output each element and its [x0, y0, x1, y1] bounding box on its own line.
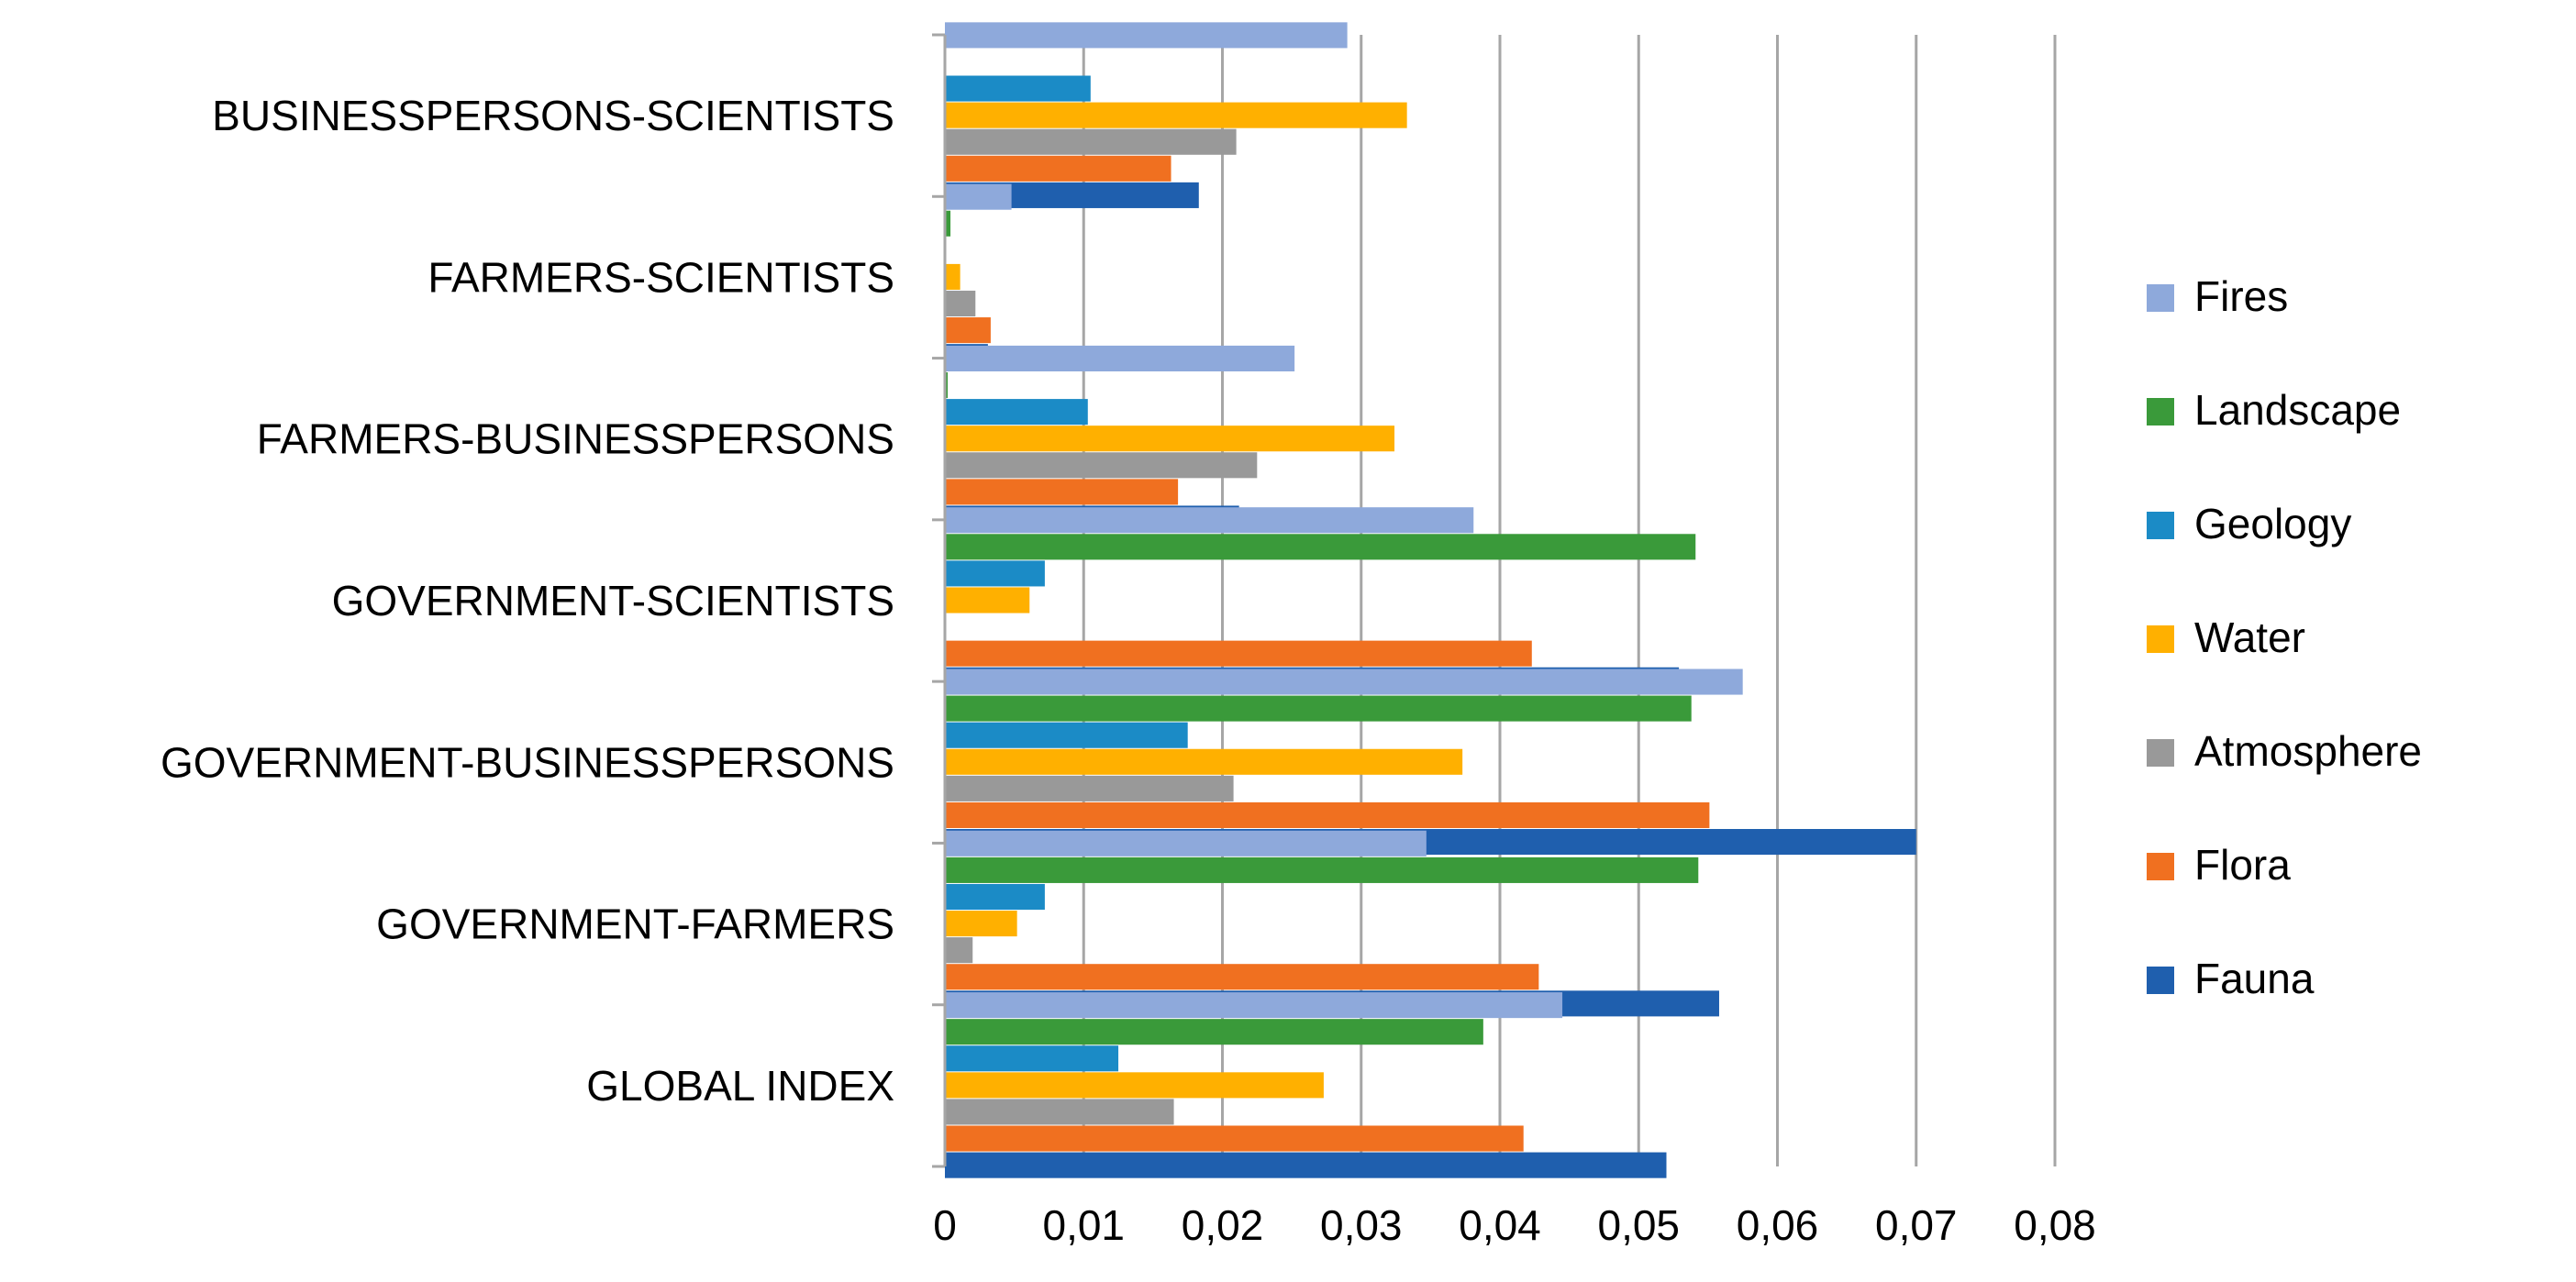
x-tick-label: 0,05 — [1597, 1201, 1680, 1249]
bar-fires-farmers-businesspersons — [945, 345, 1295, 371]
bar-fires-farmers-scientists — [945, 183, 1012, 210]
bar-flora-global-index — [945, 1125, 1524, 1152]
legend-swatch-water — [2147, 625, 2174, 653]
category-label-global-index: GLOBAL INDEX — [586, 1062, 894, 1110]
bar-flora-businesspersons-scientists — [945, 155, 1171, 182]
bar-geology-government-farmers — [945, 883, 1045, 911]
legend-label-geology: Geology — [2194, 500, 2351, 547]
bar-atmosphere-businesspersons-scientists — [945, 128, 1237, 155]
legend-swatch-flora — [2147, 853, 2174, 880]
category-label-government-farmers: GOVERNMENT-FARMERS — [376, 901, 894, 948]
x-tick-label: 0,01 — [1042, 1201, 1125, 1249]
bar-fires-government-scientists — [945, 507, 1474, 534]
bar-fauna-global-index — [945, 1152, 1667, 1178]
x-tick-label: 0,06 — [1737, 1201, 1819, 1249]
bar-water-global-index — [945, 1072, 1324, 1099]
legend-label-water: Water — [2194, 613, 2305, 661]
bar-geology-government-scientists — [945, 560, 1045, 587]
category-label-farmers-scientists: FARMERS-SCIENTISTS — [427, 253, 894, 301]
legend-swatch-fauna — [2147, 967, 2174, 994]
legend: Fires Landscape Geology Water Atmosphere Flor… — [2147, 272, 2422, 1002]
bar-geology-government-businesspersons — [945, 722, 1188, 748]
bar-water-farmers-scientists — [945, 263, 960, 290]
bar-atmosphere-farmers-businesspersons — [945, 452, 1258, 479]
bar-flora-farmers-scientists — [945, 317, 991, 344]
bar-landscape-government-scientists — [945, 534, 1696, 560]
legend-swatch-landscape — [2147, 398, 2174, 425]
bar-geology-farmers-businesspersons — [945, 399, 1088, 425]
bar-water-farmers-businesspersons — [945, 425, 1395, 452]
x-tick-label: 0,07 — [1875, 1201, 1958, 1249]
x-tick-label: 0,02 — [1182, 1201, 1264, 1249]
bar-fires-businesspersons-scientists — [945, 22, 1348, 49]
bar-water-government-farmers — [945, 911, 1017, 937]
bar-atmosphere-global-index — [945, 1099, 1174, 1125]
bar-geology-global-index — [945, 1045, 1119, 1072]
bar-atmosphere-government-businesspersons — [945, 775, 1234, 801]
bar-flora-government-businesspersons — [945, 801, 1710, 829]
x-tick-label: 0,03 — [1320, 1201, 1403, 1249]
legend-swatch-fires — [2147, 284, 2174, 312]
grid-lines — [1082, 35, 2057, 1166]
bar-landscape-farmers-scientists — [945, 210, 951, 237]
bar-atmosphere-farmers-scientists — [945, 290, 976, 317]
bar-fires-global-index — [945, 992, 1563, 1019]
bar-landscape-government-farmers — [945, 857, 1699, 883]
category-label-businesspersons-scientists: BUSINESSPERSONS-SCIENTISTS — [212, 92, 894, 139]
legend-swatch-geology — [2147, 512, 2174, 539]
legend-label-flora: Flora — [2194, 841, 2291, 889]
legend-swatch-atmosphere — [2147, 739, 2174, 767]
legend-label-landscape: Landscape — [2194, 386, 2401, 434]
bar-landscape-government-businesspersons — [945, 695, 1692, 722]
bar-landscape-farmers-businesspersons — [945, 371, 949, 399]
x-tick-label: 0,04 — [1459, 1201, 1541, 1249]
bar-flora-government-farmers — [945, 964, 1539, 990]
bar-fires-government-businesspersons — [945, 669, 1743, 695]
bar-water-government-businesspersons — [945, 748, 1463, 775]
bar-flora-farmers-businesspersons — [945, 479, 1179, 505]
bar-water-businesspersons-scientists — [945, 102, 1407, 128]
bar-atmosphere-government-farmers — [945, 937, 973, 964]
legend-label-fires: Fires — [2194, 272, 2288, 320]
bar-water-government-scientists — [945, 587, 1030, 613]
bar-fires-government-farmers — [945, 830, 1427, 857]
legend-label-atmosphere: Atmosphere — [2194, 727, 2422, 775]
bar-landscape-global-index — [945, 1019, 1483, 1045]
category-label-government-businesspersons: GOVERNMENT-BUSINESSPERSONS — [161, 738, 894, 786]
x-tick-label: 0,08 — [2014, 1201, 2096, 1249]
x-tick-label: 0 — [933, 1201, 957, 1249]
category-label-government-scientists: GOVERNMENT-SCIENTISTS — [332, 577, 894, 624]
legend-label-fauna: Fauna — [2194, 955, 2315, 1002]
category-axis-ticks — [932, 33, 945, 1168]
category-labels: BUSINESSPERSONS-SCIENTISTS FARMERS-SCIENT… — [161, 92, 894, 1110]
bars — [945, 22, 1916, 1178]
category-label-farmers-businesspersons: FARMERS-BUSINESSPERSONS — [257, 415, 894, 463]
bar-flora-government-scientists — [945, 640, 1532, 667]
x-tick-labels: 0 0,01 0,02 0,03 0,04 0,05 0,06 0,07 0,08 — [933, 1201, 2096, 1249]
bar-geology-businesspersons-scientists — [945, 75, 1091, 102]
